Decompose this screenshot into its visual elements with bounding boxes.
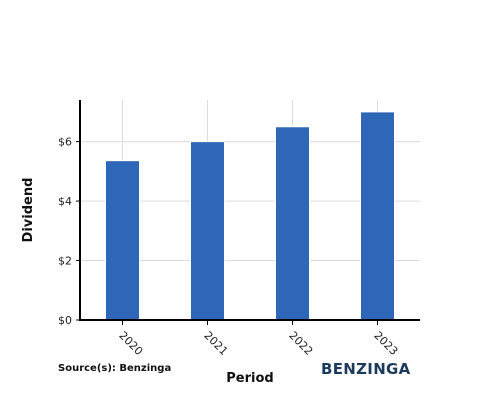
x-tick-label: 2023 [371,329,400,358]
x-tick-label: 2021 [201,329,230,358]
bar-2023 [360,111,395,321]
benzinga-logo: BENZINGA [321,360,411,378]
x-tick-label: 2022 [286,329,315,358]
y-tick-label: $2 [58,255,72,268]
bar-2021 [190,141,225,321]
source-label: Source(s): Benzinga [58,363,172,374]
y-axis-title: Dividend [21,178,36,243]
x-axis-title: Period [226,371,273,386]
bar-2020 [105,160,140,321]
y-tick-label: $6 [58,136,72,149]
bar-2022 [275,126,310,321]
y-tick-label: $0 [58,314,72,327]
x-tick-label: 2020 [116,329,145,358]
y-tick-label: $4 [58,195,72,208]
